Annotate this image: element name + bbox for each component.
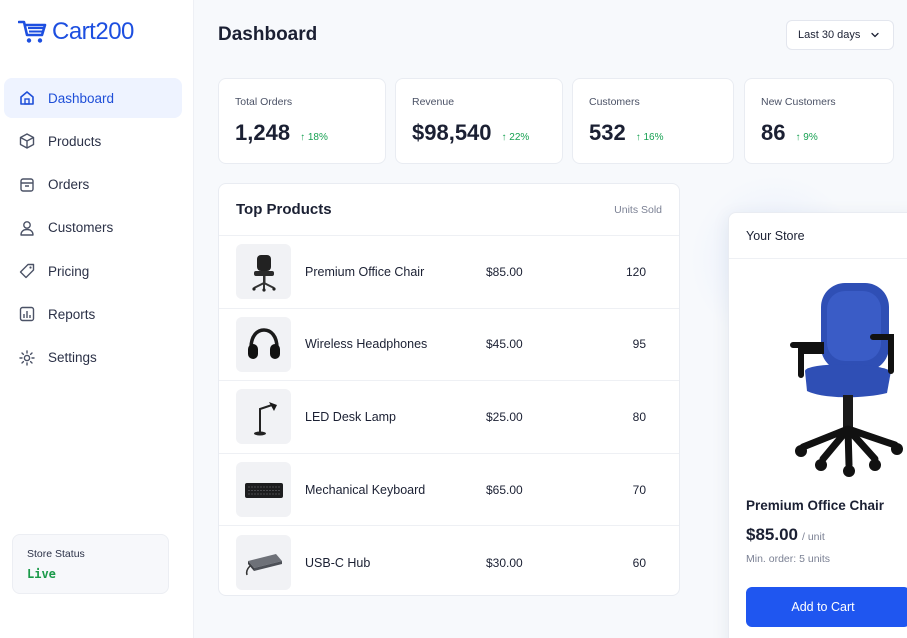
cart-logo-icon — [18, 20, 47, 43]
home-icon — [20, 91, 34, 105]
table-row[interactable]: Wireless Headphones $45.00 95 — [219, 309, 679, 382]
keyboard-icon — [244, 482, 283, 498]
store-preview-card: Your Store Premium Office Chair $85.00 /… — [728, 212, 907, 638]
sidebar-item-label: Orders — [48, 177, 90, 193]
units-sold-column-header: Units Sold — [614, 203, 662, 216]
sidebar: Cart200 Dashboard Products Orders Custom… — [0, 0, 194, 638]
stat-card-revenue: Revenue $98,540 ↑ 22% — [395, 78, 563, 164]
date-range-value: Last 30 days — [798, 29, 861, 41]
product-name: Mechanical Keyboard — [305, 482, 426, 497]
box-icon — [19, 133, 35, 149]
store-status-value: Live — [27, 567, 56, 581]
user-icon — [20, 220, 34, 236]
product-name: Wireless Headphones — [305, 337, 428, 352]
gear-icon — [19, 350, 35, 366]
orders-icon — [20, 177, 34, 192]
stat-card-new-customers: New Customers 86 ↑ 9% — [744, 78, 894, 164]
usb-hub-icon — [245, 553, 282, 575]
product-units: 60 — [632, 555, 646, 570]
store-price-row: $85.00 / unit — [746, 525, 825, 545]
product-name: Premium Office Chair — [305, 264, 425, 279]
product-price: $85.00 — [486, 264, 523, 279]
add-to-cart-button[interactable]: Add to Cart — [746, 587, 907, 627]
product-price: $65.00 — [486, 482, 523, 497]
sidebar-item-orders[interactable]: Orders — [4, 165, 182, 205]
stat-card-customers: Customers 532 ↑ 16% — [572, 78, 734, 164]
tag-icon — [19, 263, 35, 279]
page-title: Dashboard — [218, 24, 318, 45]
product-price: $30.00 — [486, 555, 523, 570]
product-units: 95 — [632, 337, 646, 352]
table-row[interactable]: USB-C Hub $30.00 60 — [219, 526, 679, 595]
product-thumbnail — [236, 462, 291, 518]
sidebar-item-label: Customers — [48, 220, 114, 236]
store-product-name: Premium Office Chair — [746, 498, 885, 513]
store-price-unit: / unit — [802, 531, 825, 543]
table-row[interactable]: LED Desk Lamp $25.00 80 — [219, 381, 679, 454]
sidebar-item-dashboard[interactable]: Dashboard — [4, 78, 182, 118]
stat-label: Customers — [589, 96, 640, 108]
chevron-down-icon — [871, 32, 880, 38]
product-units: 120 — [625, 264, 646, 279]
brand-logo[interactable]: Cart200 — [18, 16, 134, 48]
chart-icon — [19, 307, 35, 322]
stat-change: ↑ 22% — [501, 132, 530, 143]
stat-change: ↑ 9% — [795, 132, 818, 143]
product-thumbnail — [236, 244, 291, 300]
office-chair-icon — [251, 254, 276, 292]
office-chair-image — [790, 283, 903, 477]
store-card-title: Your Store — [729, 213, 907, 259]
product-units: 70 — [632, 482, 646, 497]
stat-value: 86 — [761, 120, 786, 145]
top-products-panel: Top Products Units Sold Premium Office C… — [218, 183, 680, 596]
stat-value: $98,540 — [412, 120, 492, 145]
stat-change: ↑ 16% — [635, 132, 664, 143]
sidebar-item-reports[interactable]: Reports — [4, 294, 182, 334]
product-price: $45.00 — [486, 337, 523, 352]
stat-label: New Customers — [761, 96, 836, 108]
sidebar-item-customers[interactable]: Customers — [4, 208, 182, 248]
stat-change: ↑ 18% — [300, 132, 328, 143]
store-status-card: Store Status Live — [12, 534, 169, 594]
date-range-select[interactable]: Last 30 days — [786, 20, 894, 50]
sidebar-item-settings[interactable]: Settings — [4, 338, 182, 378]
stat-label: Total Orders — [235, 96, 293, 108]
top-products-header: Top Products Units Sold — [219, 184, 679, 236]
product-name: LED Desk Lamp — [305, 409, 397, 424]
store-status-label: Store Status — [27, 548, 85, 560]
brand-name: Cart200 — [52, 18, 134, 45]
desk-lamp-icon — [253, 401, 277, 436]
table-row[interactable]: Premium Office Chair $85.00 120 — [219, 236, 679, 309]
store-product-price: $85.00 — [746, 525, 798, 544]
stat-label: Revenue — [412, 96, 455, 108]
product-units: 80 — [632, 409, 646, 424]
product-thumbnail — [236, 535, 291, 591]
sidebar-item-label: Reports — [48, 306, 96, 322]
sidebar-item-label: Products — [48, 133, 102, 149]
stat-value: 1,248 — [235, 120, 291, 145]
stat-card-total-orders: Total Orders 1,248 ↑ 18% — [218, 78, 386, 164]
product-thumbnail — [236, 316, 291, 372]
product-thumbnail — [236, 389, 291, 445]
sidebar-item-products[interactable]: Products — [4, 121, 182, 161]
product-price: $25.00 — [486, 409, 523, 424]
store-min-order: Min. order: 5 units — [746, 553, 831, 565]
table-row[interactable]: Mechanical Keyboard $65.00 70 — [219, 454, 679, 527]
sidebar-item-pricing[interactable]: Pricing — [4, 251, 182, 291]
sidebar-item-label: Dashboard — [48, 90, 115, 106]
sidebar-nav: Dashboard Products Orders Customers Pric… — [4, 78, 182, 381]
sidebar-item-label: Pricing — [48, 263, 90, 279]
sidebar-item-label: Settings — [48, 350, 97, 366]
headphones-icon — [247, 328, 280, 360]
stat-value: 532 — [589, 120, 626, 145]
product-name: USB-C Hub — [305, 555, 371, 570]
top-products-title: Top Products — [236, 201, 332, 218]
